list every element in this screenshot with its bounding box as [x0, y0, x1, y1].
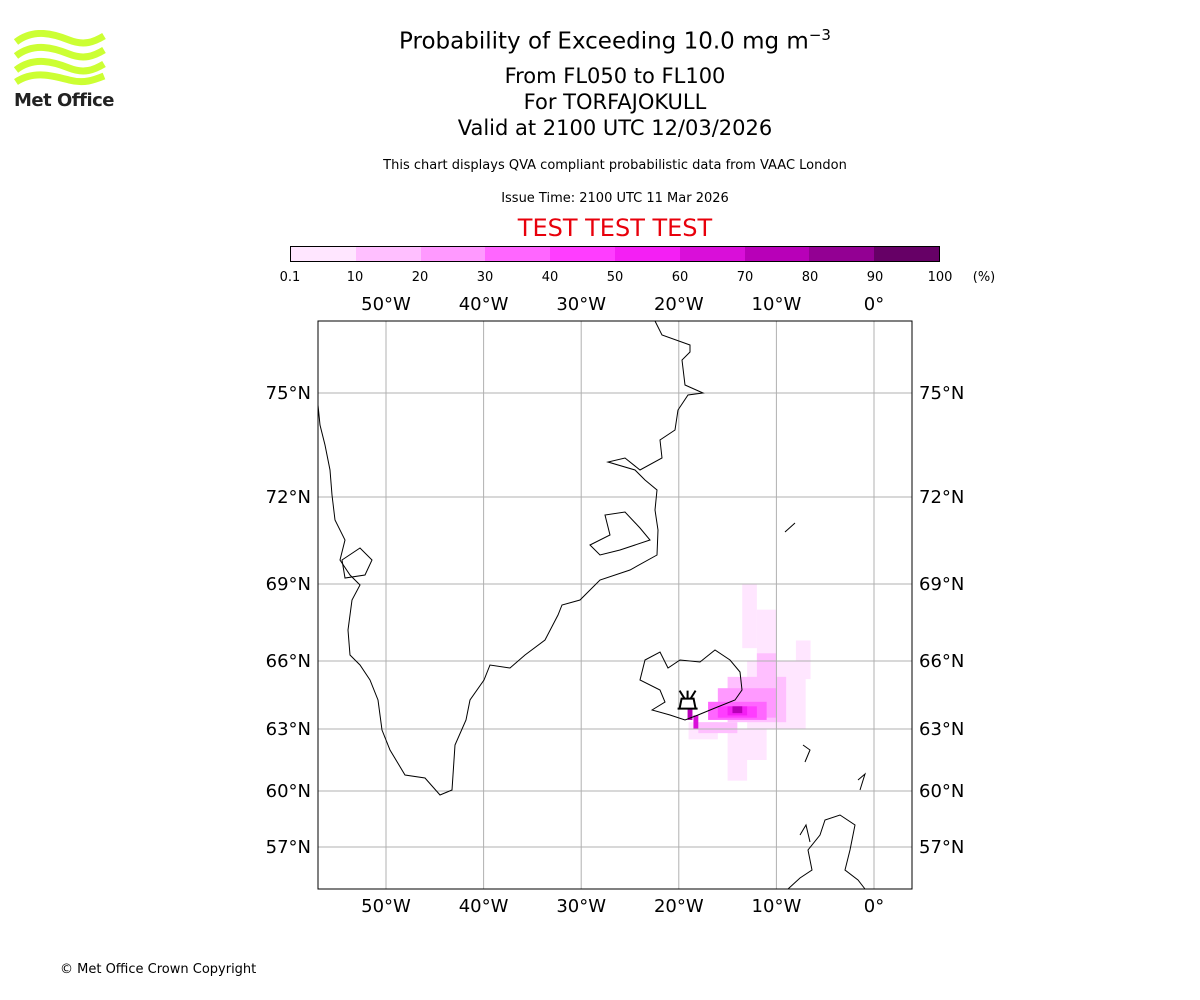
axis-labels: 50°W 50°W 40°W 40°W 30°W 30°W 20°W 20°W 10°W 10°W…	[266, 294, 965, 917]
colorbar-bin-7	[744, 247, 810, 261]
coastlines	[317, 320, 866, 890]
probability-cell	[693, 715, 699, 729]
colorbar-tick-label: 0.1	[279, 270, 301, 285]
colorbar-bin-4	[550, 247, 615, 261]
lat-label-right: 75°N	[919, 383, 964, 404]
lat-label-right: 63°N	[919, 719, 964, 740]
probability-cell	[698, 722, 738, 734]
faroe-islands	[802, 744, 811, 763]
lat-label-left: 60°N	[266, 781, 311, 802]
colorbar-tick-label: 70	[736, 270, 754, 285]
lon-label-top: 20°W	[654, 294, 704, 315]
scotland-coast	[787, 814, 866, 890]
probability-cell	[727, 760, 748, 781]
colorbar-tick-label: 10	[346, 270, 364, 285]
lat-label-left: 63°N	[266, 719, 311, 740]
test-banner: TEST TEST TEST	[517, 214, 713, 242]
lat-label-right: 57°N	[919, 837, 964, 858]
lat-label-left: 69°N	[266, 574, 311, 595]
lon-label-bottom: 40°W	[459, 896, 509, 917]
lon-label-top: 40°W	[459, 294, 509, 315]
colorbar-tick-label: 40	[541, 270, 559, 285]
lon-label-bottom: 20°W	[654, 896, 704, 917]
colorbar-bin-8	[809, 247, 875, 261]
chart-title: Probability of Exceeding 10.0 mg m−3	[0, 26, 1200, 55]
colorbar-bin-2	[420, 247, 486, 261]
greenland-coast	[317, 320, 705, 796]
colorbar-tick-label: 30	[476, 270, 494, 285]
volcano-name: For TORFAJOKULL	[523, 90, 707, 114]
colorbar-tick-label: 90	[866, 270, 884, 285]
title-superscript: −3	[808, 26, 831, 44]
level-range: From FL050 to FL100	[504, 64, 726, 88]
iceland-coast	[639, 649, 743, 721]
issue-time: Issue Time: 2100 UTC 11 Mar 2026	[501, 191, 729, 206]
lon-label-top: 30°W	[556, 294, 606, 315]
lon-label-bottom: 0°	[864, 896, 884, 917]
colorbar-bin-9	[874, 247, 939, 261]
jan-mayen	[784, 522, 796, 533]
colorbar-tick-label: 50	[606, 270, 624, 285]
greenland-fjord	[589, 511, 651, 556]
lon-label-bottom: 50°W	[361, 896, 411, 917]
lat-label-left: 57°N	[266, 837, 311, 858]
colorbar-bin-0	[291, 247, 356, 261]
met-office-logo-text: Met Office	[14, 90, 115, 111]
colorbar-tick-label: 20	[411, 270, 429, 285]
colorbar-bin-6	[679, 247, 745, 261]
shetland	[857, 772, 866, 791]
title-text: Probability of Exceeding 10.0 mg m	[399, 28, 809, 55]
colorbar-tick-label: 80	[801, 270, 819, 285]
probability-cell	[687, 708, 693, 720]
volcano-icon	[677, 690, 698, 710]
lon-label-bottom: 10°W	[752, 896, 802, 917]
lat-label-right: 69°N	[919, 574, 964, 595]
hebrides	[799, 823, 811, 843]
lat-label-right: 66°N	[919, 651, 964, 672]
lat-label-right: 72°N	[919, 487, 964, 508]
colorbar-bin-5	[614, 247, 680, 261]
colorbar-bin-3	[485, 247, 551, 261]
lon-label-top: 0°	[864, 294, 884, 315]
colorbar	[290, 246, 940, 262]
colorbar-unit: (%)	[972, 270, 996, 285]
colorbar-bin-1	[355, 247, 421, 261]
colorbar-tick-label: 60	[671, 270, 689, 285]
colorbar-tick-label: 100	[927, 270, 953, 285]
lat-label-left: 72°N	[266, 487, 311, 508]
gridlines	[318, 321, 912, 889]
valid-time: Valid at 2100 UTC 12/03/2026	[457, 116, 773, 140]
met-office-logo-waves	[14, 30, 106, 86]
probability-cell	[742, 584, 757, 649]
probability-field	[687, 584, 811, 781]
lat-label-left: 75°N	[266, 383, 311, 404]
lon-label-bottom: 30°W	[556, 896, 606, 917]
map-frame	[317, 320, 913, 890]
lat-label-right: 60°N	[919, 781, 964, 802]
copyright: © Met Office Crown Copyright	[60, 962, 257, 977]
lat-label-left: 66°N	[266, 651, 311, 672]
lon-label-top: 10°W	[752, 294, 802, 315]
greenland-inlet	[341, 547, 373, 579]
probability-cell	[756, 653, 777, 684]
probability-cell	[727, 729, 767, 760]
lon-label-top: 50°W	[361, 294, 411, 315]
subtitle: This chart displays QVA compliant probab…	[383, 158, 847, 173]
probability-cell	[732, 706, 743, 714]
